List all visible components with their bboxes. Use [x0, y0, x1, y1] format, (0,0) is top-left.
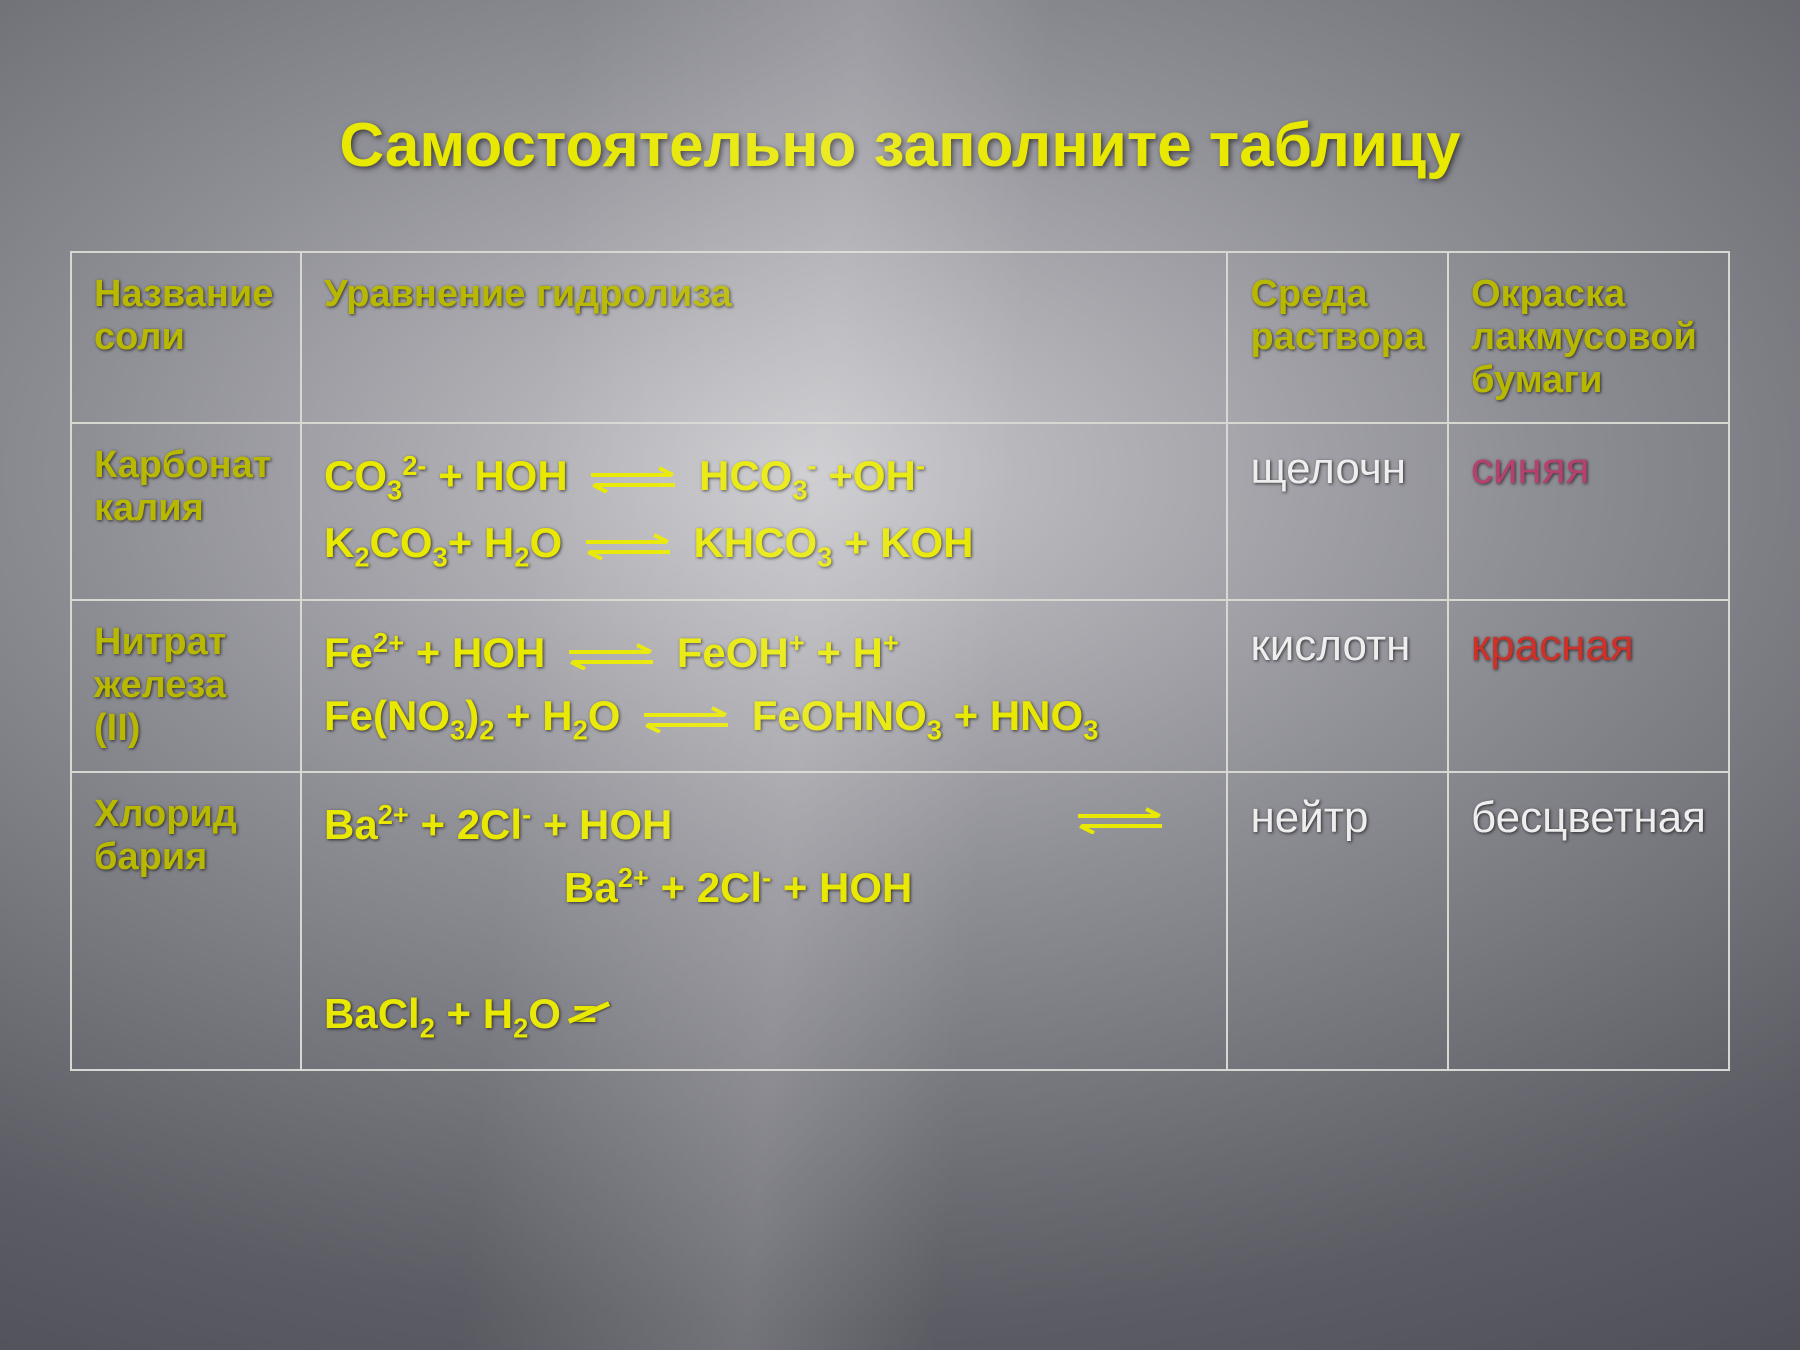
equilibrium-arrow-icon: [640, 705, 732, 733]
litmus-value: бесцветная: [1448, 772, 1729, 1070]
col-header-equation: Уравнение гидролиза: [301, 252, 1227, 423]
equilibrium-arrow-icon: [582, 532, 674, 560]
eq-text: KHCO3 + KOH: [693, 519, 973, 566]
equation-cell: Fe2+ + HOH FeOH+ + H+ Fe(NO3)2 + H2O FeO…: [301, 600, 1227, 772]
salt-name: Хлорид бария: [71, 772, 301, 1070]
salt-name: Карбонат калия: [71, 423, 301, 600]
eq-text: Ba2+ + 2Cl- + HOH: [324, 801, 672, 848]
equilibrium-arrow-icon: [1074, 806, 1166, 834]
litmus-value: синяя: [1448, 423, 1729, 600]
table-row: Карбонат калия CO32- + HOH HCO3- +OH- K2…: [71, 423, 1729, 600]
eq-text: HCO3- +OH-: [699, 452, 925, 499]
hydrolysis-table: Название соли Уравнение гидролиза Среда …: [70, 251, 1730, 1071]
equation-cell: CO32- + HOH HCO3- +OH- K2CO3+ H2O KHCO3 …: [301, 423, 1227, 600]
col-header-environment: Среда раствора: [1227, 252, 1448, 423]
litmus-value: красная: [1448, 600, 1729, 772]
eq-text: Fe2+ + HOH: [324, 629, 545, 676]
eq-text: Ba2+ + 2Cl- + HOH: [564, 864, 912, 911]
equation-cell: Ba2+ + 2Cl- + HOH Ba2+ + 2Cl- + HOH BaCl…: [301, 772, 1227, 1070]
strike-equals-icon: =: [573, 982, 598, 1045]
page-title: Самостоятельно заполните таблицу: [0, 0, 1800, 251]
salt-name: Нитрат железа (II): [71, 600, 301, 772]
equilibrium-arrow-icon: [565, 642, 657, 670]
eq-text: FeOHNO3 + HNO3: [752, 692, 1099, 739]
col-header-name: Название соли: [71, 252, 301, 423]
table-row: Хлорид бария Ba2+ + 2Cl- + HOH Ba2+ + 2C…: [71, 772, 1729, 1070]
eq-text: FeOH+ + H+: [677, 629, 899, 676]
environment-value: нейтр: [1227, 772, 1448, 1070]
equilibrium-arrow-icon: [587, 465, 679, 493]
environment-value: кислотн: [1227, 600, 1448, 772]
eq-text: K2CO3+ H2O: [324, 519, 562, 566]
col-header-litmus: Окраска лакмусовой бумаги: [1448, 252, 1729, 423]
table-row: Нитрат железа (II) Fe2+ + HOH FeOH+ + H+…: [71, 600, 1729, 772]
eq-text: Fe(NO3)2 + H2O: [324, 692, 620, 739]
eq-text: CO32- + HOH: [324, 452, 568, 499]
eq-text: BaCl2 + H2O: [324, 990, 561, 1037]
table-header-row: Название соли Уравнение гидролиза Среда …: [71, 252, 1729, 423]
environment-value: щелочн: [1227, 423, 1448, 600]
hydrolysis-table-container: Название соли Уравнение гидролиза Среда …: [70, 251, 1730, 1071]
